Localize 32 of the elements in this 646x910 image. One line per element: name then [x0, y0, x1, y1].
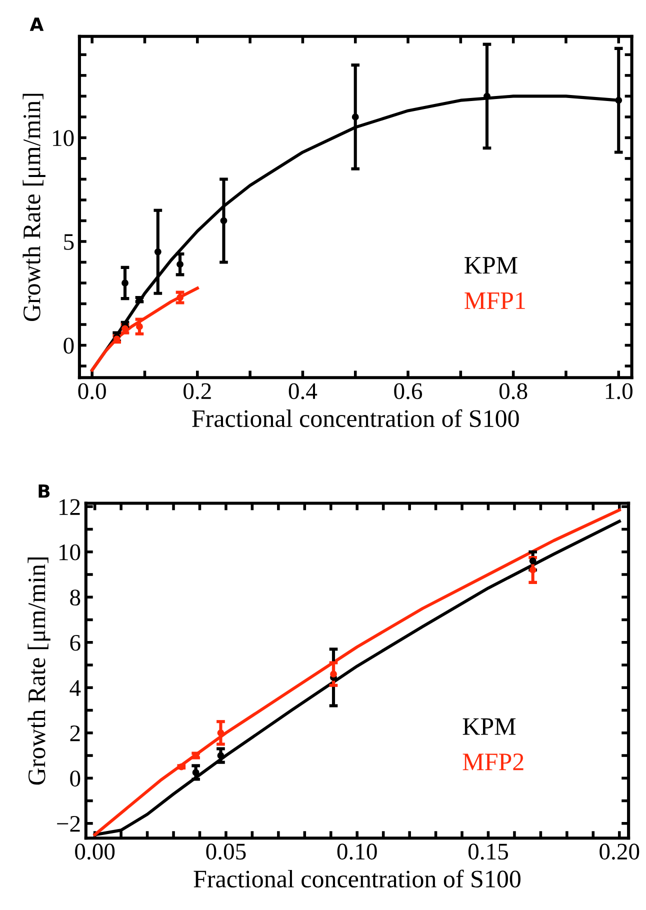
y-axis-title: Growth Rate [μm/min] [28, 558, 50, 785]
x-tick-label: 1.0 [606, 383, 632, 400]
chart-title: A [30, 18, 44, 31]
x-axis-title: Fractional concentration of S100 [194, 870, 520, 888]
x-tick-label: 0.15 [468, 844, 508, 860]
x-tick-label: 0.2 [184, 383, 211, 400]
x-tick-label: 0.4 [288, 383, 318, 400]
y-tick-label: 2 [70, 725, 80, 742]
x-axis-title: Fractional concentration of S100 [192, 409, 519, 428]
y-tick-label: 8 [70, 590, 80, 606]
x-tick-label: 0.05 [206, 844, 246, 860]
text: MFP2 [462, 754, 524, 770]
y-tick-label: 6 [70, 634, 80, 651]
text: KPM [462, 718, 516, 735]
x-tick-label: 0.0 [78, 383, 106, 400]
text: MFP1 [464, 292, 525, 309]
text: KPM [464, 257, 518, 274]
y-tick-label: 10 [53, 130, 74, 146]
y-tick-label: 0 [70, 770, 80, 787]
x-tick-label: 0.6 [394, 383, 422, 400]
y-tick-label: −2 [57, 816, 80, 832]
x-tick-label: 0.10 [337, 844, 377, 860]
y-tick-label: 0 [64, 338, 74, 354]
x-tick-label: 0.20 [600, 844, 640, 860]
y-tick-label: 4 [70, 680, 81, 696]
chart-title: B [38, 484, 50, 498]
y-axis-title: Growth Rate [μm/min] [22, 94, 46, 322]
x-tick-label: 0.8 [499, 383, 528, 400]
y-tick-label: 5 [64, 234, 74, 250]
x-tick-label: 0.00 [75, 844, 115, 860]
y-tick-label: 10 [60, 544, 80, 560]
y-tick-label: 12 [60, 499, 80, 515]
